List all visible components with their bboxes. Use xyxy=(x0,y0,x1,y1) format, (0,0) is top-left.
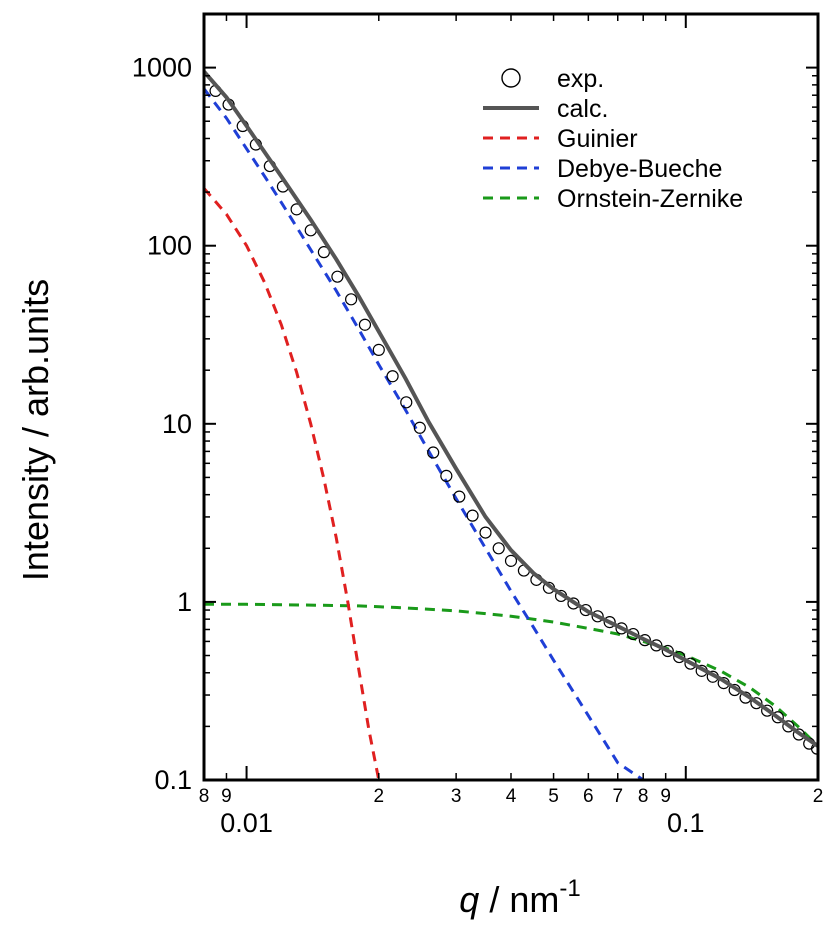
y-tick-label: 100 xyxy=(147,231,192,261)
x-minor-tick-label: 9 xyxy=(660,786,671,807)
data-point xyxy=(413,421,426,434)
x-axis-symbol: q xyxy=(459,879,479,920)
data-point xyxy=(504,554,518,567)
y-tick-label: 1 xyxy=(177,587,192,617)
y-axis-title: Intensity / arb.units xyxy=(15,279,56,581)
x-axis-unit: / nm xyxy=(479,879,559,920)
legend-label-ornstein-zernike: Ornstein-Zernike xyxy=(557,185,743,213)
plot-frame xyxy=(202,12,820,782)
data-point xyxy=(358,318,372,331)
data-point xyxy=(440,469,453,482)
data-point xyxy=(372,343,385,357)
data-point xyxy=(579,603,592,617)
data-point xyxy=(782,720,795,733)
legend-label-exp: exp. xyxy=(557,65,604,93)
x-minor-tick-label: 3 xyxy=(451,786,462,807)
x-tick-label: 0.1 xyxy=(667,808,705,838)
data-point xyxy=(453,490,466,503)
x-minor-tick-label: 2 xyxy=(373,786,384,807)
legend-label-calc: calc. xyxy=(557,95,608,123)
plot-marks xyxy=(204,70,818,780)
legend-label-guinier: Guinier xyxy=(557,125,638,153)
data-point xyxy=(661,644,674,658)
x-minor-tick-label: 2 xyxy=(813,786,824,807)
x-tick-label: 0.01 xyxy=(220,808,273,838)
data-point xyxy=(650,639,663,652)
series-line-calc xyxy=(204,70,818,748)
data-point xyxy=(603,616,616,629)
y-tick-label: 1000 xyxy=(132,53,192,83)
x-minor-tick-label: 4 xyxy=(506,786,517,807)
data-point xyxy=(673,650,686,664)
x-minor-tick-label: 9 xyxy=(221,786,232,807)
data-point xyxy=(591,610,604,623)
data-point xyxy=(479,526,492,539)
data-point xyxy=(466,509,479,522)
y-tick-label: 0.1 xyxy=(154,765,192,795)
x-minor-tick-label: 8 xyxy=(199,786,210,807)
series-line-debye-bueche xyxy=(204,87,645,780)
series-line-ornstein-zernike xyxy=(204,602,818,748)
legend: exp.calc.GuinierDebye-BuecheOrnstein-Zer… xyxy=(483,65,743,213)
series-line-guinier xyxy=(204,187,381,780)
x-axis-title: q / nm-1 xyxy=(459,875,580,920)
legend-marker-exp xyxy=(501,68,521,88)
data-point xyxy=(331,270,344,283)
x-minor-tick-label: 5 xyxy=(548,786,559,807)
legend-label-debye-bueche: Debye-Bueche xyxy=(557,155,722,183)
data-point xyxy=(492,542,505,555)
data-point xyxy=(771,711,784,724)
data-point xyxy=(615,622,628,635)
data-point xyxy=(750,697,763,710)
x-minor-tick-label: 6 xyxy=(583,786,594,807)
x-axis-exponent: -1 xyxy=(559,875,580,902)
data-point xyxy=(400,396,413,409)
y-tick-label: 10 xyxy=(162,409,192,439)
data-point xyxy=(427,446,440,459)
data-point xyxy=(345,293,358,306)
x-minor-tick-label: 8 xyxy=(638,786,649,807)
data-point xyxy=(761,704,774,717)
data-point xyxy=(386,370,399,383)
data-point xyxy=(627,627,640,641)
series-exp xyxy=(209,84,818,755)
x-minor-tick-label: 7 xyxy=(612,786,623,807)
